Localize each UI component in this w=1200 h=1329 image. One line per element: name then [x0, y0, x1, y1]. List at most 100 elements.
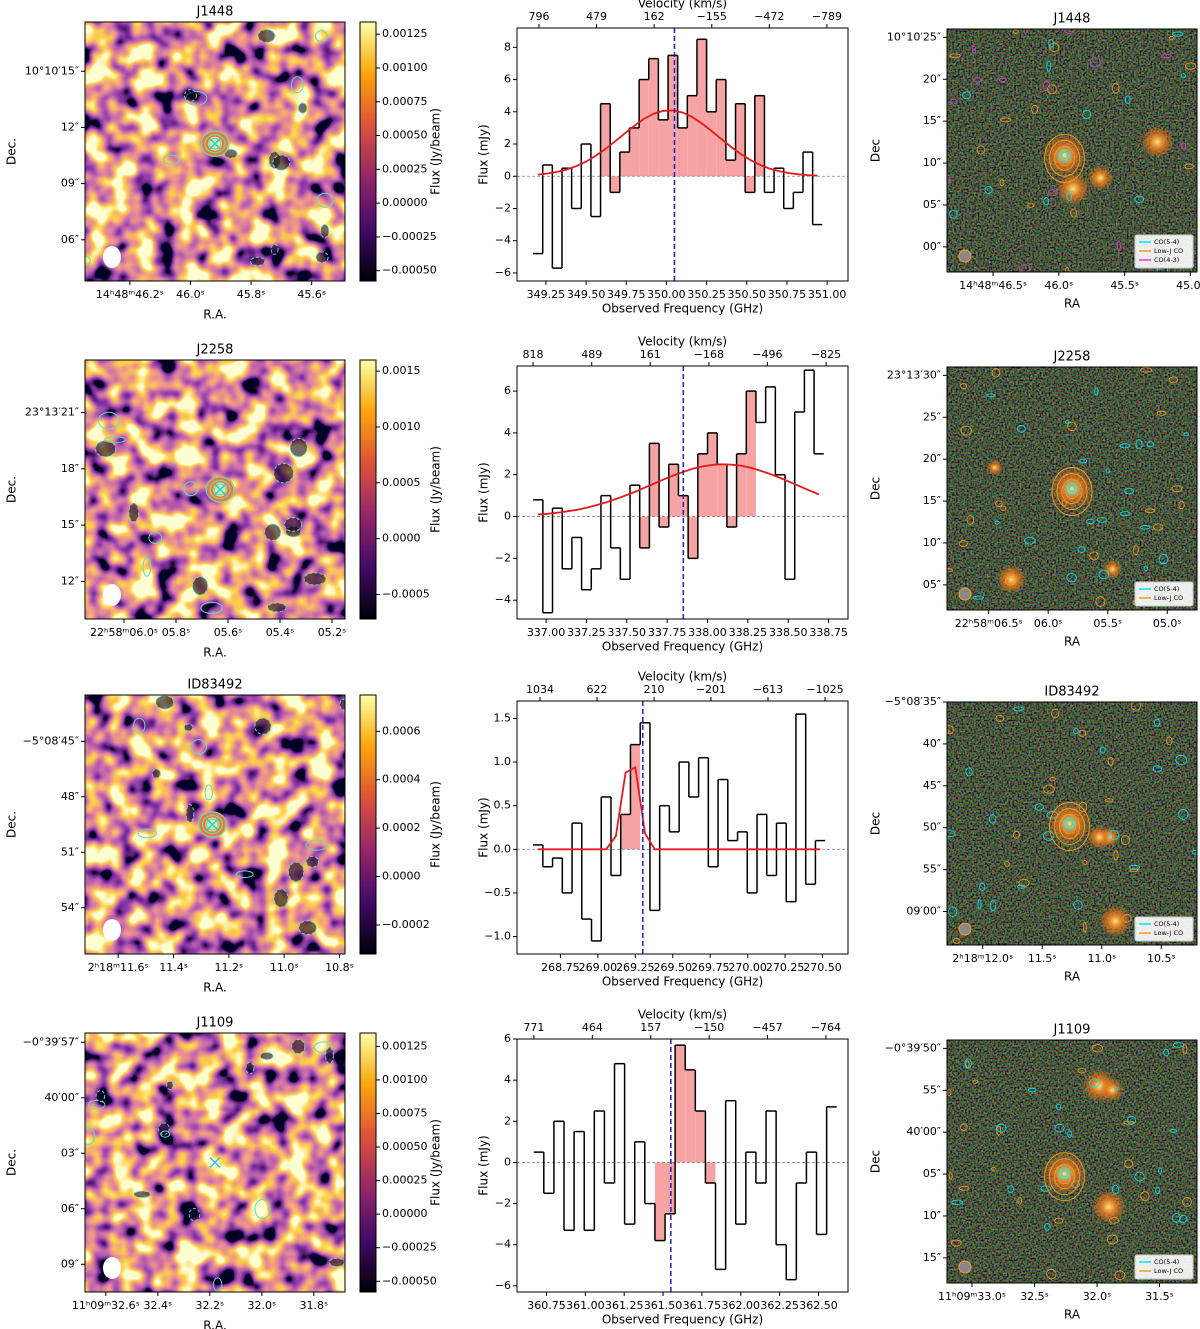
- x2-tick-label: −457: [752, 1021, 782, 1034]
- contour: [1132, 545, 1139, 556]
- x2-axis-label: Velocity (km/s): [638, 1008, 727, 1022]
- contour: [1171, 485, 1183, 493]
- contour: [996, 1125, 1002, 1136]
- contour: [1140, 1191, 1150, 1201]
- source-contour: [208, 137, 222, 150]
- contour: [1047, 189, 1058, 197]
- star: [1100, 1078, 1125, 1102]
- x-tick-label: 32.0ˢ: [247, 1299, 276, 1312]
- x-tick-label: 338.00: [688, 626, 727, 639]
- y-tick-label: 2: [504, 1114, 511, 1127]
- colorbar-tick-label: −0.0005: [382, 587, 430, 600]
- contour: [998, 77, 1007, 82]
- x-tick-label: 11ʰ09ᵐ32.6ˢ: [72, 1299, 140, 1312]
- contour: [1024, 536, 1036, 545]
- panel-title: J1448: [1053, 12, 1091, 27]
- x-axis-label: Observed Frequency (GHz): [602, 640, 763, 654]
- contour: [128, 502, 140, 523]
- contour: [200, 601, 223, 614]
- image: [947, 702, 1197, 945]
- x-tick-label: 338.25: [729, 626, 768, 639]
- map-image: [85, 1033, 345, 1292]
- contour: [273, 462, 294, 484]
- contour: [259, 1051, 274, 1061]
- contour: [948, 906, 958, 917]
- position-marker: [209, 1156, 221, 1169]
- contour: [1012, 830, 1020, 839]
- line-flux-fill: [735, 103, 746, 177]
- y-tick-label: 48″: [61, 790, 79, 803]
- line-flux-fill: [639, 79, 649, 177]
- x-tick-label: 362.25: [760, 1299, 799, 1312]
- contour: [1143, 565, 1149, 572]
- panel-title: J2258: [196, 343, 234, 358]
- contour: [1031, 104, 1039, 115]
- contour: [1017, 884, 1026, 889]
- colorbar-label: Flux (Jy/beam): [429, 781, 443, 868]
- source-contour: [204, 134, 226, 154]
- y-tick-label: 2: [504, 137, 511, 150]
- source-contour: [1058, 150, 1071, 167]
- x-tick-label: 338.50: [769, 626, 808, 639]
- contour: [999, 179, 1005, 187]
- line-flux-fill: [654, 1162, 666, 1241]
- contour: [1019, 264, 1031, 272]
- contour: [1016, 425, 1026, 433]
- y-tick-label: 15″: [61, 518, 79, 531]
- source-contour: [1051, 467, 1093, 516]
- x-tick-label: 2ʰ18ᵐ12.0ˢ: [952, 952, 1013, 965]
- step-riser: [543, 1045, 828, 1280]
- x-tick-label: 10.5ˢ: [1147, 952, 1176, 965]
- map-image: [85, 22, 345, 281]
- panel-title: J1109: [196, 1016, 234, 1031]
- line-flux-fill: [687, 95, 697, 177]
- contour: [1122, 913, 1132, 923]
- step-riser: [542, 714, 817, 941]
- x-tick-label: 22ʰ58ᵐ06.5ˢ: [955, 617, 1023, 630]
- x-tick-label: 06.0ˢ: [1034, 617, 1063, 630]
- position-marker: [206, 818, 218, 831]
- y-tick-label: 10″: [923, 156, 941, 169]
- source-contour: [1065, 482, 1079, 495]
- colorbar-tick-label: 0.00125: [382, 27, 428, 40]
- colorbar-label: Flux (Jy/beam): [429, 1119, 443, 1206]
- contour: [97, 411, 120, 430]
- y-tick-label: 09′00″: [906, 904, 941, 917]
- contour: [1178, 809, 1189, 820]
- y-axis-label: Dec: [869, 477, 883, 500]
- y-tick-label: −6: [495, 266, 511, 279]
- star: [986, 459, 1003, 476]
- line-flux-fill: [716, 79, 726, 177]
- y-tick-label: −0°39′50″: [885, 1041, 941, 1054]
- contour: [1139, 525, 1151, 530]
- x2-tick-label: 622: [587, 683, 608, 696]
- source-contour: [1068, 485, 1076, 492]
- colorbar-tick-label: 0.00075: [382, 95, 428, 108]
- source-contour: [1056, 473, 1088, 510]
- colorbar-tick-label: 0.0005: [382, 476, 421, 489]
- contour: [1112, 82, 1120, 94]
- contour: [958, 1185, 970, 1191]
- source-contour: [1063, 818, 1076, 835]
- legend-label: Low-J CO: [1154, 929, 1183, 937]
- contour: [1073, 900, 1083, 910]
- colorbar-label: Flux (Jy/beam): [429, 108, 443, 195]
- contour: [1135, 439, 1143, 450]
- contour: [1082, 860, 1088, 866]
- y-tick-label: −6: [495, 1279, 511, 1292]
- galaxy: [1047, 801, 1092, 846]
- x-tick-label: 45.6ˢ: [297, 288, 326, 301]
- x-tick-label: 32.5ˢ: [1020, 1290, 1049, 1303]
- source-contour: [1058, 148, 1071, 162]
- y-tick-label: 12″: [61, 120, 79, 133]
- contour: [316, 192, 334, 208]
- contour: [1123, 1120, 1134, 1125]
- contour: [87, 1099, 106, 1110]
- y-tick-label: −4: [495, 234, 511, 247]
- contour: [1086, 519, 1095, 524]
- axes-frame: [84, 21, 346, 282]
- x-tick-label: 361.00: [566, 1299, 605, 1312]
- x-axis-label: Observed Frequency (GHz): [602, 1313, 763, 1327]
- source-contour: [1058, 1169, 1071, 1185]
